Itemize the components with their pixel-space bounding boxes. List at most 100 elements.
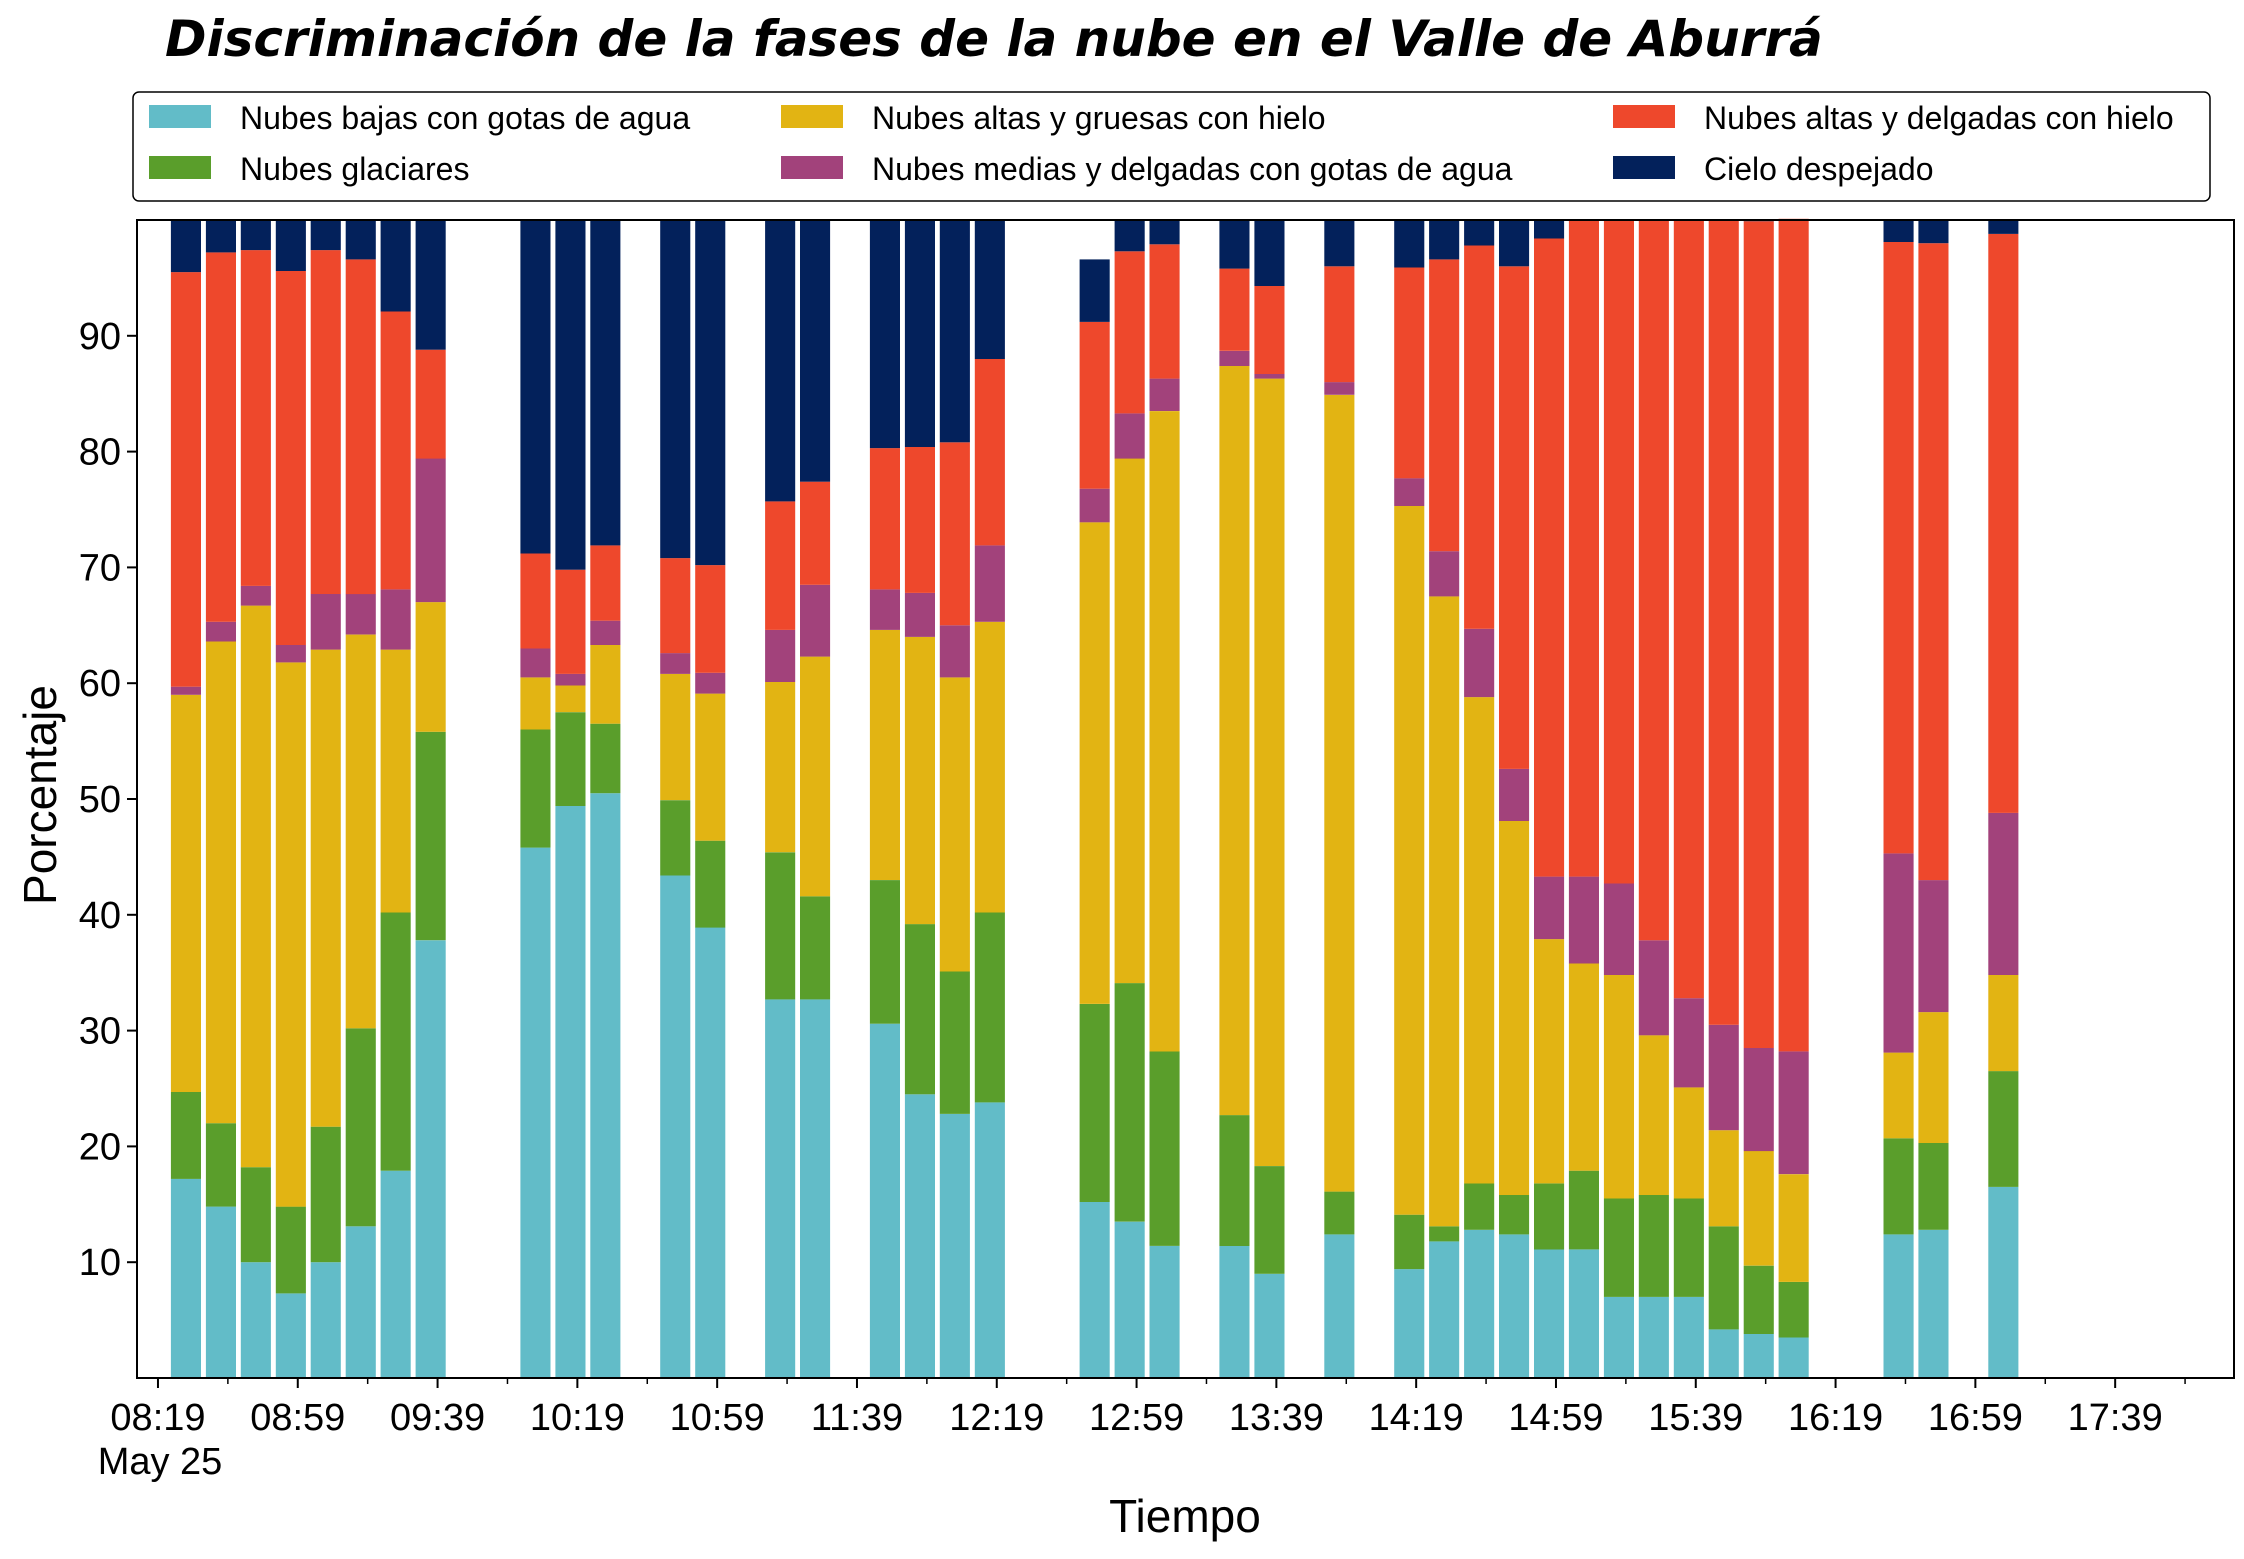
x-tick-label: 12:59	[1089, 1397, 1184, 1439]
bar-segment-0-33	[1673, 1296, 1704, 1378]
bar-segment-4-38	[1918, 243, 1949, 881]
bar-segment-1-9	[555, 712, 586, 806]
bar-segment-3-3	[275, 645, 306, 663]
x-axis-label: Tiempo	[1109, 1490, 1261, 1542]
bar-segment-3-15	[869, 589, 900, 630]
bar-segment-3-25	[1394, 478, 1425, 506]
bar-segment-4-5	[345, 259, 376, 595]
bar-segment-2-28	[1499, 821, 1530, 1195]
bar-segment-3-2	[240, 585, 271, 606]
bar-segment-3-28	[1499, 768, 1530, 821]
bar-segment-1-33	[1673, 1198, 1704, 1297]
bar-segment-3-12	[695, 672, 726, 694]
bar-segment-0-35	[1743, 1334, 1774, 1378]
bar-segment-3-27	[1464, 628, 1495, 698]
bar-segment-2-23	[1254, 378, 1285, 1167]
bar-segment-0-39	[1988, 1186, 2019, 1378]
bar-segment-3-33	[1673, 998, 1704, 1088]
bar-segment-0-8	[520, 847, 551, 1378]
bar-segment-2-14	[800, 656, 831, 897]
x-tick-label: 09:39	[390, 1397, 485, 1439]
bar-segment-5-7	[415, 220, 446, 350]
bar-segment-2-20	[1114, 458, 1145, 984]
bar-segment-2-18	[974, 621, 1005, 913]
bar-segment-2-9	[555, 685, 586, 713]
bar-segment-0-9	[555, 805, 586, 1378]
bar-segment-5-3	[275, 220, 306, 271]
bar-segment-0-14	[800, 999, 831, 1378]
bar-segment-2-26	[1429, 596, 1460, 1227]
bar-segment-4-18	[974, 359, 1005, 546]
legend-item: Nubes altas y delgadas con hielo	[1613, 100, 2174, 136]
bar-segment-2-12	[695, 693, 726, 841]
bar-segment-5-21	[1149, 220, 1180, 245]
bar-segment-3-16	[904, 592, 935, 637]
bar-segment-5-28	[1499, 220, 1530, 267]
bar-segment-1-4	[310, 1126, 341, 1263]
bar-segment-5-13	[765, 220, 796, 502]
bar-segment-2-5	[345, 634, 376, 1029]
y-tick-label: 70	[79, 547, 121, 589]
bar-segment-1-35	[1743, 1265, 1774, 1334]
bar-segment-0-21	[1149, 1246, 1180, 1378]
x-tick-label: 12:19	[949, 1397, 1044, 1439]
bar-segment-4-30	[1568, 220, 1599, 877]
bar-segment-4-33	[1673, 220, 1704, 999]
bar-segment-3-13	[765, 629, 796, 682]
bar-segment-4-25	[1394, 267, 1425, 479]
bar-segment-1-6	[380, 912, 411, 1171]
legend-item: Nubes glaciares	[149, 151, 469, 187]
bar-segment-1-2	[240, 1167, 271, 1263]
bar-segment-3-39	[1988, 812, 2019, 975]
bar-segment-3-36	[1778, 1051, 1809, 1175]
bar-segment-1-10	[590, 723, 621, 794]
bar-segment-1-28	[1499, 1195, 1530, 1235]
bar-segment-1-29	[1534, 1183, 1565, 1250]
bar-segment-5-4	[310, 220, 341, 251]
bar-segment-1-13	[765, 852, 796, 1000]
bar-segment-3-23	[1254, 374, 1285, 379]
chart-title: Discriminación de la fases de la nube en…	[165, 10, 1823, 68]
bar-segment-5-38	[1918, 220, 1949, 244]
x-tick-label: 15:39	[1648, 1397, 1743, 1439]
bar-segment-2-38	[1918, 1012, 1949, 1143]
bar-segment-1-34	[1708, 1226, 1739, 1330]
bar-segment-4-9	[555, 569, 586, 674]
bar-segment-3-31	[1603, 883, 1634, 975]
bar-segment-4-12	[695, 565, 726, 673]
bar-segment-2-17	[939, 677, 970, 972]
legend-label: Nubes bajas con gotas de agua	[240, 100, 690, 136]
legend-item: Nubes bajas con gotas de agua	[149, 100, 690, 136]
bar-segment-1-12	[695, 840, 726, 928]
bar-segment-3-9	[555, 673, 586, 686]
bar-segment-2-15	[869, 629, 900, 880]
x-tick-label: 17:39	[2068, 1397, 2163, 1439]
bar-segment-4-37	[1883, 242, 1914, 854]
bar-segment-2-10	[590, 645, 621, 724]
bar-segment-0-2	[240, 1262, 271, 1378]
bar-segment-0-19	[1079, 1202, 1110, 1378]
legend: Nubes bajas con gotas de agua Nubes glaci…	[132, 91, 2211, 202]
bar-segment-0-7	[415, 940, 446, 1378]
y-tick-label: 80	[79, 432, 121, 474]
bar-segment-1-27	[1464, 1183, 1495, 1230]
bar-segment-1-20	[1114, 983, 1145, 1222]
bar-segment-0-38	[1918, 1229, 1949, 1378]
bar-segment-0-16	[904, 1094, 935, 1378]
bar-segment-4-35	[1743, 221, 1774, 1048]
x-tick-label: 11:39	[811, 1397, 903, 1439]
bar-segment-3-34	[1708, 1024, 1739, 1131]
legend-swatch	[781, 105, 843, 128]
legend-swatch	[149, 156, 211, 179]
bar-segment-3-37	[1883, 853, 1914, 1053]
legend-label: Cielo despejado	[1704, 151, 1934, 187]
bar-segment-1-39	[1988, 1071, 2019, 1187]
bar-segment-0-4	[310, 1262, 341, 1378]
bar-segment-1-31	[1603, 1198, 1634, 1297]
bar-segment-4-14	[800, 481, 831, 585]
bar-segment-2-37	[1883, 1052, 1914, 1139]
bar-segment-0-26	[1429, 1241, 1460, 1378]
bar-segment-4-34	[1708, 220, 1739, 1025]
bar-segment-2-21	[1149, 411, 1180, 1052]
bar-segment-0-18	[974, 1102, 1005, 1378]
